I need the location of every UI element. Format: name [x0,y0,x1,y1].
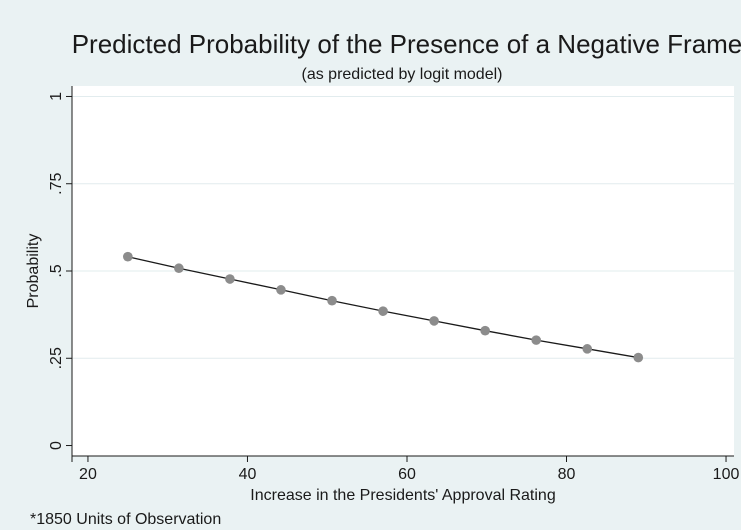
chart-title: Predicted Probability of the Presence of… [72,29,741,59]
x-tick-label: 100 [713,466,740,483]
x-tick-label: 20 [79,466,97,483]
y-tick-label: 1 [48,92,65,101]
data-point [378,306,388,316]
observation-note: *1850 Units of Observation [30,511,221,528]
axes: 0 .25 .5 .75 1 20 40 60 80 100 [48,86,739,483]
data-point [174,263,184,274]
data-point [276,285,286,295]
data-point [531,335,541,345]
data-point [480,325,490,336]
data-point [582,344,593,354]
x-tick-label: 40 [239,466,257,483]
x-tick-label: 80 [558,466,576,483]
y-tick-label: 0 [48,441,65,450]
y-tick-label: .5 [48,264,65,277]
data-point [429,316,439,326]
y-tick-label: .75 [48,173,65,195]
y-tick-label: .25 [48,347,65,369]
y-axis-title: Probability [25,234,42,309]
data-point [633,352,644,363]
data-point [225,274,235,284]
data-series [123,251,644,363]
data-point [327,295,337,306]
x-axis-title: Increase in the Presidents' Approval Rat… [250,487,555,504]
x-tick-label: 60 [398,466,416,483]
data-point [123,251,133,262]
chart-subtitle: (as predicted by logit model) [302,66,503,83]
